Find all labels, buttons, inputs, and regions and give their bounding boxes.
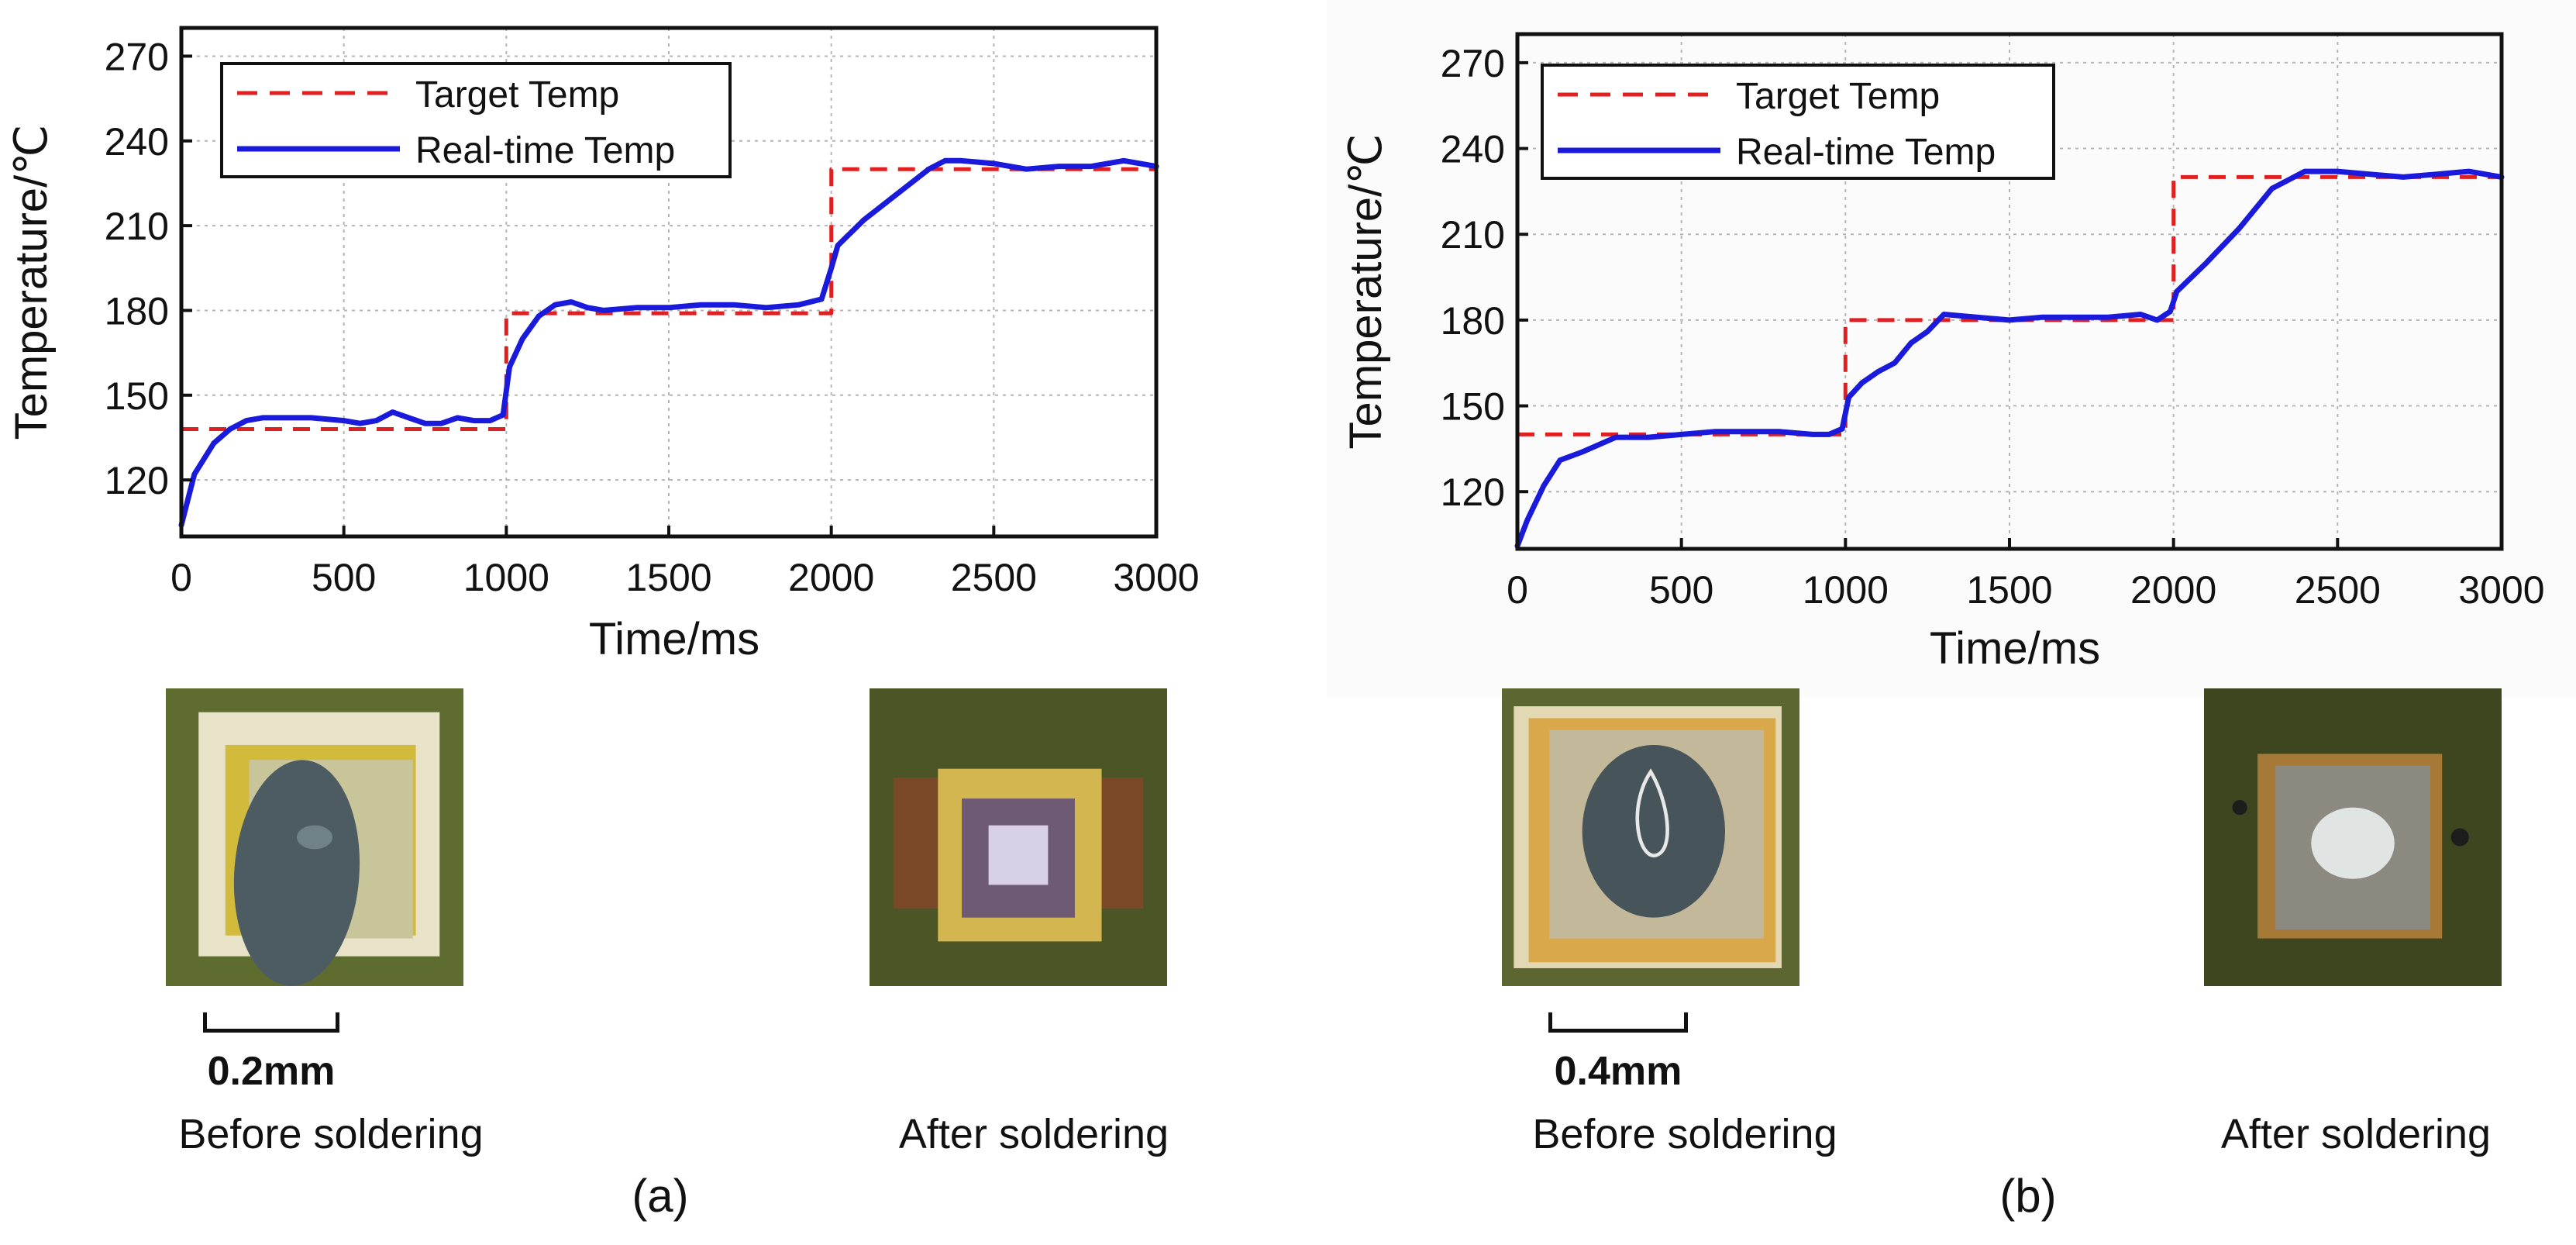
legend-label-target-temp: Target Temp xyxy=(415,74,619,116)
x-tick-label: 2000 xyxy=(788,556,874,599)
legend-label-real-time-temp: Real-time Temp xyxy=(415,130,675,171)
x-tick-label: 500 xyxy=(1649,568,1713,612)
caption-b-after: After soldering xyxy=(2220,1111,2492,1157)
x-tick-label: 1500 xyxy=(625,556,711,599)
x-tick-label: 3000 xyxy=(2458,568,2544,612)
y-tick-label: 210 xyxy=(1441,213,1505,257)
legend-label-real-time-temp: Real-time Temp xyxy=(1736,132,1996,173)
y-axis-label: Temperature/℃ xyxy=(1341,134,1391,450)
series-line-target-temp xyxy=(181,167,1156,431)
y-tick-label: 150 xyxy=(105,374,169,418)
x-axis-label: Time/ms xyxy=(1930,623,2100,674)
panel-label-b: (b) xyxy=(1999,1170,2057,1222)
photo-a-before-soldering xyxy=(166,688,463,986)
scale-bar-b xyxy=(1548,1012,1688,1033)
scale-bar-a xyxy=(203,1012,339,1033)
x-tick-label: 2500 xyxy=(951,556,1037,599)
photo-a-after-soldering xyxy=(870,688,1167,986)
x-axis-label: Time/ms xyxy=(589,614,759,664)
x-tick-label: 1000 xyxy=(463,556,549,599)
photo-b-before-soldering xyxy=(1502,688,1799,986)
y-tick-label: 270 xyxy=(1441,42,1505,85)
x-tick-label: 2000 xyxy=(2130,568,2216,612)
charts-canvas: 0 500 1000 1500 2000 2500 30001201501802102402… xyxy=(6,26,2545,674)
y-tick-label: 180 xyxy=(1441,299,1505,343)
scale-label-b: 0.4mm xyxy=(1554,1049,1682,1094)
series-line-real-time-temp xyxy=(1514,168,2505,549)
x-tick-label: 1000 xyxy=(1803,568,1889,612)
legend-label-target-temp: Target Temp xyxy=(1736,76,1940,117)
y-axis-label: Temperature/℃ xyxy=(6,125,57,440)
legend-box xyxy=(1541,64,2055,180)
photo-b-after-soldering xyxy=(2204,688,2502,986)
y-tick-label: 240 xyxy=(1441,128,1505,171)
x-tick-label: 3000 xyxy=(1113,556,1199,599)
x-tick-label: 0 xyxy=(1507,568,1528,612)
chart-a: 0 500 1000 1500 2000 2500 3000 120 150 180 210 240 2… xyxy=(6,26,1200,664)
caption-b-before: Before soldering xyxy=(1532,1111,1837,1157)
scale-label-a: 0.2mm xyxy=(207,1049,336,1094)
y-tick-label: 120 xyxy=(1441,471,1505,514)
y-tick-label: 180 xyxy=(105,289,169,333)
x-tick-label: 0 xyxy=(170,556,192,599)
chart-b: 0 500 1000 1500 2000 2500 3000 120 150 180 210 240 2… xyxy=(1341,32,2545,674)
legend: Target Temp Real-time Temp xyxy=(1541,64,2055,180)
y-tick-label: 120 xyxy=(105,459,169,502)
y-tick-label: 210 xyxy=(105,205,169,248)
x-tick-label: 2500 xyxy=(2295,568,2381,612)
series-line-real-time-temp xyxy=(178,157,1159,528)
x-tick-label: 500 xyxy=(312,556,376,599)
y-tick-label: 150 xyxy=(1441,385,1505,429)
caption-a-after: After soldering xyxy=(898,1111,1169,1157)
legend: Target Temp Real-time Temp xyxy=(220,62,732,178)
legend-box xyxy=(220,62,732,178)
panel-label-a: (a) xyxy=(632,1170,689,1222)
y-tick-label: 240 xyxy=(105,120,169,164)
caption-a-before: Before soldering xyxy=(178,1111,484,1157)
x-tick-label: 1500 xyxy=(1966,568,2052,612)
y-tick-label: 270 xyxy=(105,35,169,78)
